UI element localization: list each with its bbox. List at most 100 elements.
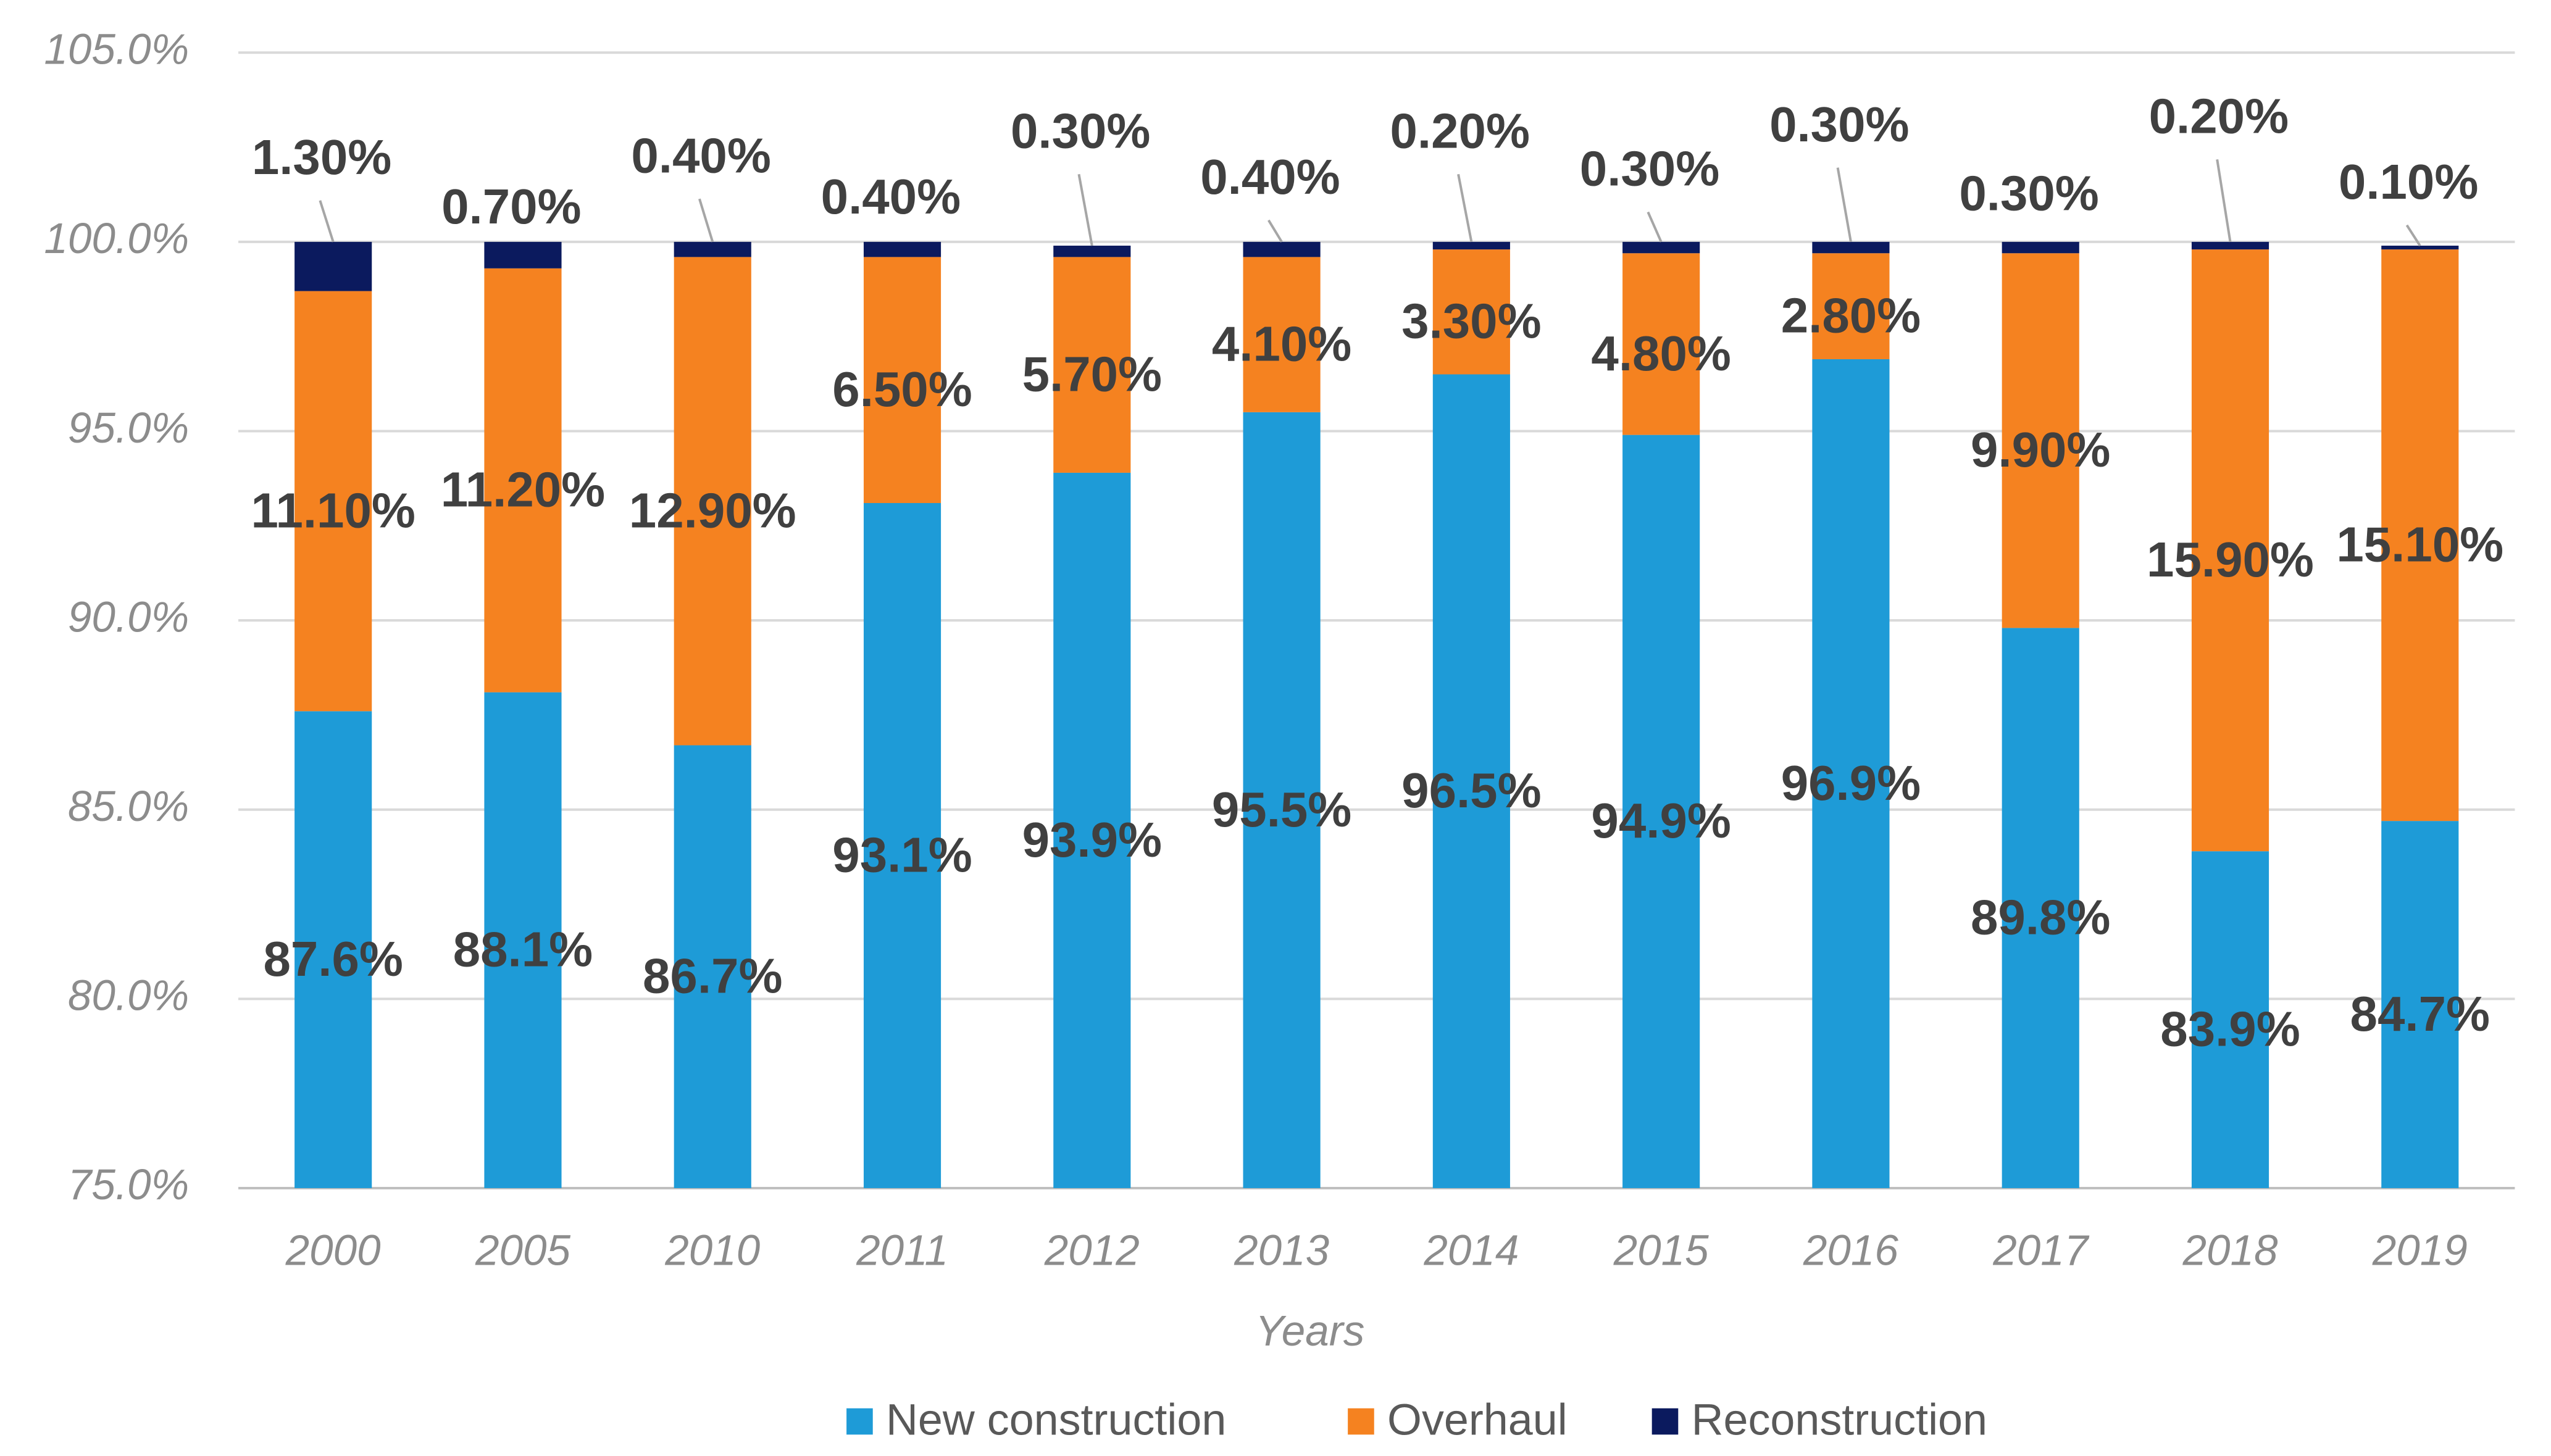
bar-segment	[484, 692, 562, 1188]
data-label: 0.30%	[1769, 97, 1909, 152]
bar-segment	[294, 241, 372, 291]
data-label: 4.10%	[1212, 317, 1351, 372]
data-label: 9.90%	[1971, 422, 2110, 477]
x-tick-label: 2012	[1044, 1226, 1140, 1275]
y-tick-label: 90.0%	[68, 593, 189, 641]
bar-segment	[2002, 253, 2079, 628]
data-label: 11.20%	[441, 462, 605, 517]
data-label: 96.9%	[1781, 755, 1921, 810]
data-label: 93.9%	[1022, 812, 1162, 867]
data-label: 2.80%	[1781, 288, 1921, 343]
bar-segment	[294, 711, 372, 1188]
legend-label: Overhaul	[1387, 1396, 1568, 1445]
bar-segment	[1053, 246, 1131, 257]
bar-segment	[1053, 257, 1131, 473]
data-label: 0.30%	[1959, 166, 2098, 221]
bar-segment	[674, 745, 751, 1188]
data-label: 3.30%	[1401, 294, 1541, 349]
data-label: 15.10%	[2336, 517, 2503, 572]
y-tick-label: 85.0%	[68, 782, 189, 830]
data-label: 4.80%	[1591, 326, 1731, 381]
data-label: 0.70%	[441, 179, 581, 234]
y-tick-label: 105.0%	[44, 25, 189, 73]
bar-segment	[484, 241, 562, 268]
data-label: 0.20%	[1390, 103, 1530, 158]
data-label: 1.30%	[252, 130, 391, 185]
y-tick-label: 75.0%	[68, 1160, 189, 1208]
data-label: 0.20%	[2149, 89, 2289, 144]
bar-segment	[863, 503, 941, 1188]
y-tick-label: 95.0%	[68, 404, 189, 452]
leader-line	[319, 200, 335, 243]
bar-segment	[294, 291, 372, 712]
bar-segment	[1432, 241, 1510, 250]
x-tick-label: 2005	[475, 1226, 570, 1275]
x-tick-label: 2011	[856, 1226, 948, 1275]
data-label: 6.50%	[832, 362, 972, 417]
data-label: 0.30%	[1580, 141, 1719, 196]
bar-segment	[2381, 821, 2459, 1188]
leader-line	[2405, 224, 2421, 247]
bar-segment	[1622, 253, 1700, 435]
data-label: 0.40%	[631, 128, 770, 183]
bar-segment	[2191, 241, 2269, 250]
x-tick-label: 2015	[1613, 1226, 1709, 1275]
data-label: 12.90%	[629, 483, 796, 538]
data-label: 89.8%	[1971, 890, 2110, 945]
data-label: 15.90%	[2147, 532, 2314, 587]
bar-segment	[1622, 241, 1700, 254]
bar-segment	[1432, 374, 1510, 1188]
y-tick-label: 80.0%	[68, 971, 189, 1020]
bar-segment	[2191, 249, 2269, 852]
bar-segment	[1812, 359, 1890, 1188]
legend-label: Reconstruction	[1692, 1396, 1987, 1445]
bar-segment	[484, 268, 562, 693]
data-label: 83.9%	[2160, 1001, 2300, 1056]
leader-line	[2216, 159, 2232, 243]
data-label: 11.10%	[251, 483, 415, 538]
bar-segment	[1622, 435, 1700, 1188]
bar-segment	[1243, 241, 1321, 257]
data-label: 84.7%	[2350, 986, 2490, 1041]
data-label: 0.30%	[1011, 103, 1150, 158]
bar-segment	[1243, 412, 1321, 1188]
leader-line	[1457, 173, 1473, 243]
x-tick-label: 2017	[1992, 1226, 2089, 1275]
data-label: 5.70%	[1022, 347, 1162, 402]
leader-line	[1077, 173, 1093, 246]
data-label: 93.1%	[832, 827, 972, 882]
leader-line	[1836, 167, 1852, 243]
bar-segment	[863, 257, 941, 504]
x-tick-label: 2000	[285, 1226, 381, 1275]
x-axis-label: Years	[1255, 1307, 1364, 1355]
bar-segment	[1432, 249, 1510, 375]
x-tick-label: 2013	[1234, 1226, 1329, 1275]
legend-swatch	[1651, 1408, 1679, 1435]
bar-segment	[2002, 628, 2079, 1188]
x-tick-label: 2018	[2182, 1226, 2278, 1275]
leader-line	[698, 198, 714, 243]
bar-segment	[2191, 851, 2269, 1188]
x-tick-label: 2016	[1803, 1226, 1898, 1275]
legend-swatch	[846, 1408, 873, 1435]
bar-segment	[674, 257, 751, 746]
data-label: 96.5%	[1401, 763, 1541, 818]
bar-segment	[2381, 246, 2459, 250]
x-tick-label: 2010	[664, 1226, 760, 1275]
bar-segment	[863, 241, 941, 257]
bar-segment	[1812, 253, 1890, 359]
data-label: 94.9%	[1591, 793, 1731, 848]
data-label: 95.5%	[1212, 782, 1351, 837]
y-tick-label: 100.0%	[44, 214, 189, 262]
bar-segment	[1812, 241, 1890, 254]
data-label: 0.40%	[821, 169, 961, 224]
data-label: 88.1%	[453, 922, 593, 977]
leader-line	[1647, 211, 1663, 243]
bar-segment	[1053, 472, 1131, 1188]
legend-swatch	[1348, 1408, 1374, 1435]
bar-segment	[674, 241, 751, 257]
data-label: 0.10%	[2339, 154, 2478, 209]
x-tick-label: 2019	[2372, 1226, 2468, 1275]
data-label: 87.6%	[263, 931, 403, 986]
